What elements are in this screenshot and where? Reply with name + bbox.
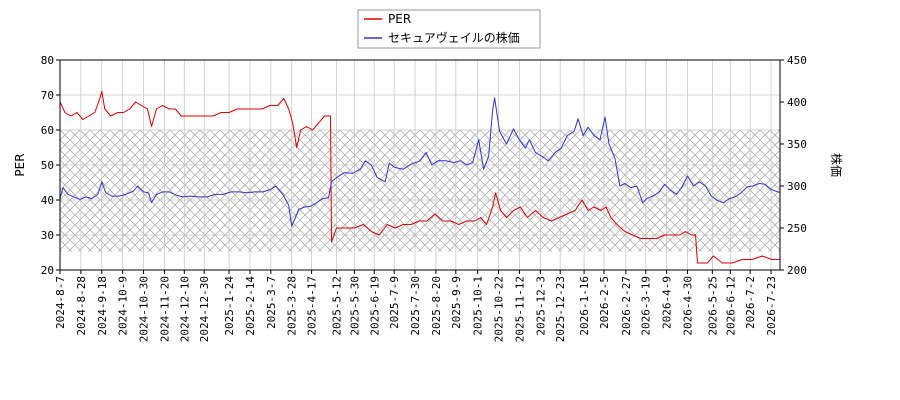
x-tick-label: 2026-2-5 bbox=[598, 276, 611, 329]
x-tick-label: 2024-8-7 bbox=[54, 276, 67, 329]
right-tick-label: 350 bbox=[787, 138, 807, 151]
x-tick-label: 2026-1-16 bbox=[578, 276, 591, 336]
x-tick-label: 2025-4-17 bbox=[306, 276, 319, 336]
series-layer bbox=[59, 91, 781, 264]
x-tick-label: 2024-8-28 bbox=[75, 276, 88, 336]
left-tick-label: 70 bbox=[41, 89, 54, 102]
x-tick-label: 2026-2-27 bbox=[620, 276, 633, 336]
x-tick-label: 2024-10-30 bbox=[138, 276, 151, 342]
x-tick-label: 2026-3-19 bbox=[640, 276, 653, 336]
x-tick-label: 2025-10-1 bbox=[472, 276, 485, 336]
x-tick-label: 2025-5-30 bbox=[348, 276, 361, 336]
x-tick-label: 2026-7-2 bbox=[744, 276, 757, 329]
x-tick-label: 2026-5-25 bbox=[706, 276, 719, 336]
x-tick-label: 2024-12-10 bbox=[178, 276, 191, 342]
right-tick-label: 200 bbox=[787, 264, 807, 277]
x-tick-label: 2025-1-24 bbox=[223, 276, 236, 336]
x-tick-label: 2026-6-12 bbox=[724, 276, 737, 336]
right-tick-label: 450 bbox=[787, 54, 807, 67]
right-tick-label: 400 bbox=[787, 96, 807, 109]
x-tick-label: 2026-7-23 bbox=[765, 276, 778, 336]
x-tick-label: 2025-11-12 bbox=[513, 276, 526, 342]
right-tick-label: 300 bbox=[787, 180, 807, 193]
legend-box bbox=[357, 9, 541, 49]
left-tick-label: 50 bbox=[41, 159, 54, 172]
x-axis-ticks: 2024-8-7 2024-8-28 2024-9-18 2024-10-9 2024-… bbox=[54, 270, 778, 342]
x-tick-label: 2025-12-3 bbox=[534, 276, 547, 336]
x-tick-label: 2024-9-18 bbox=[96, 276, 109, 336]
x-tick-label: 2025-5-12 bbox=[330, 276, 343, 336]
left-axis-ticks: 20 30 40 50 60 70 80 bbox=[41, 54, 60, 277]
right-axis-title: 株価 bbox=[829, 153, 844, 177]
x-tick-label: 2024-12-30 bbox=[198, 276, 211, 342]
left-axis-title: PER bbox=[13, 153, 27, 176]
x-tick-label: 2025-6-19 bbox=[368, 276, 381, 336]
x-tick-label: 2026-4-30 bbox=[682, 276, 695, 336]
x-tick-label: 2025-3-28 bbox=[286, 276, 299, 336]
legend-label-per: PER bbox=[388, 12, 411, 26]
x-tick-label: 2025-8-20 bbox=[430, 276, 443, 336]
x-tick-label: 2025-7-30 bbox=[409, 276, 422, 336]
x-tick-label: 2025-7-9 bbox=[388, 276, 401, 329]
left-tick-label: 60 bbox=[41, 124, 54, 137]
x-tick-label: 2025-10-22 bbox=[493, 276, 506, 342]
series-line-price bbox=[59, 97, 781, 227]
x-tick-label: 2026-4-9 bbox=[661, 276, 674, 329]
x-tick-label: 2025-2-14 bbox=[244, 276, 257, 336]
legend: PER セキュアヴェイルの株価 bbox=[357, 9, 541, 49]
x-tick-label: 2025-12-23 bbox=[554, 276, 567, 342]
left-tick-label: 40 bbox=[41, 194, 54, 207]
x-tick-label: 2024-10-9 bbox=[117, 276, 130, 336]
right-axis-ticks: 200 250 300 350 400 450 bbox=[780, 54, 807, 277]
left-tick-label: 30 bbox=[41, 229, 54, 242]
x-tick-label: 2025-9-9 bbox=[450, 276, 463, 329]
right-tick-label: 250 bbox=[787, 222, 807, 235]
x-tick-label: 2025-3-7 bbox=[265, 276, 278, 329]
x-tick-label: 2024-11-20 bbox=[158, 276, 171, 342]
legend-label-price: セキュアヴェイルの株価 bbox=[388, 30, 520, 45]
left-tick-label: 20 bbox=[41, 264, 54, 277]
left-tick-label: 80 bbox=[41, 54, 54, 67]
series-line-per bbox=[59, 91, 780, 264]
